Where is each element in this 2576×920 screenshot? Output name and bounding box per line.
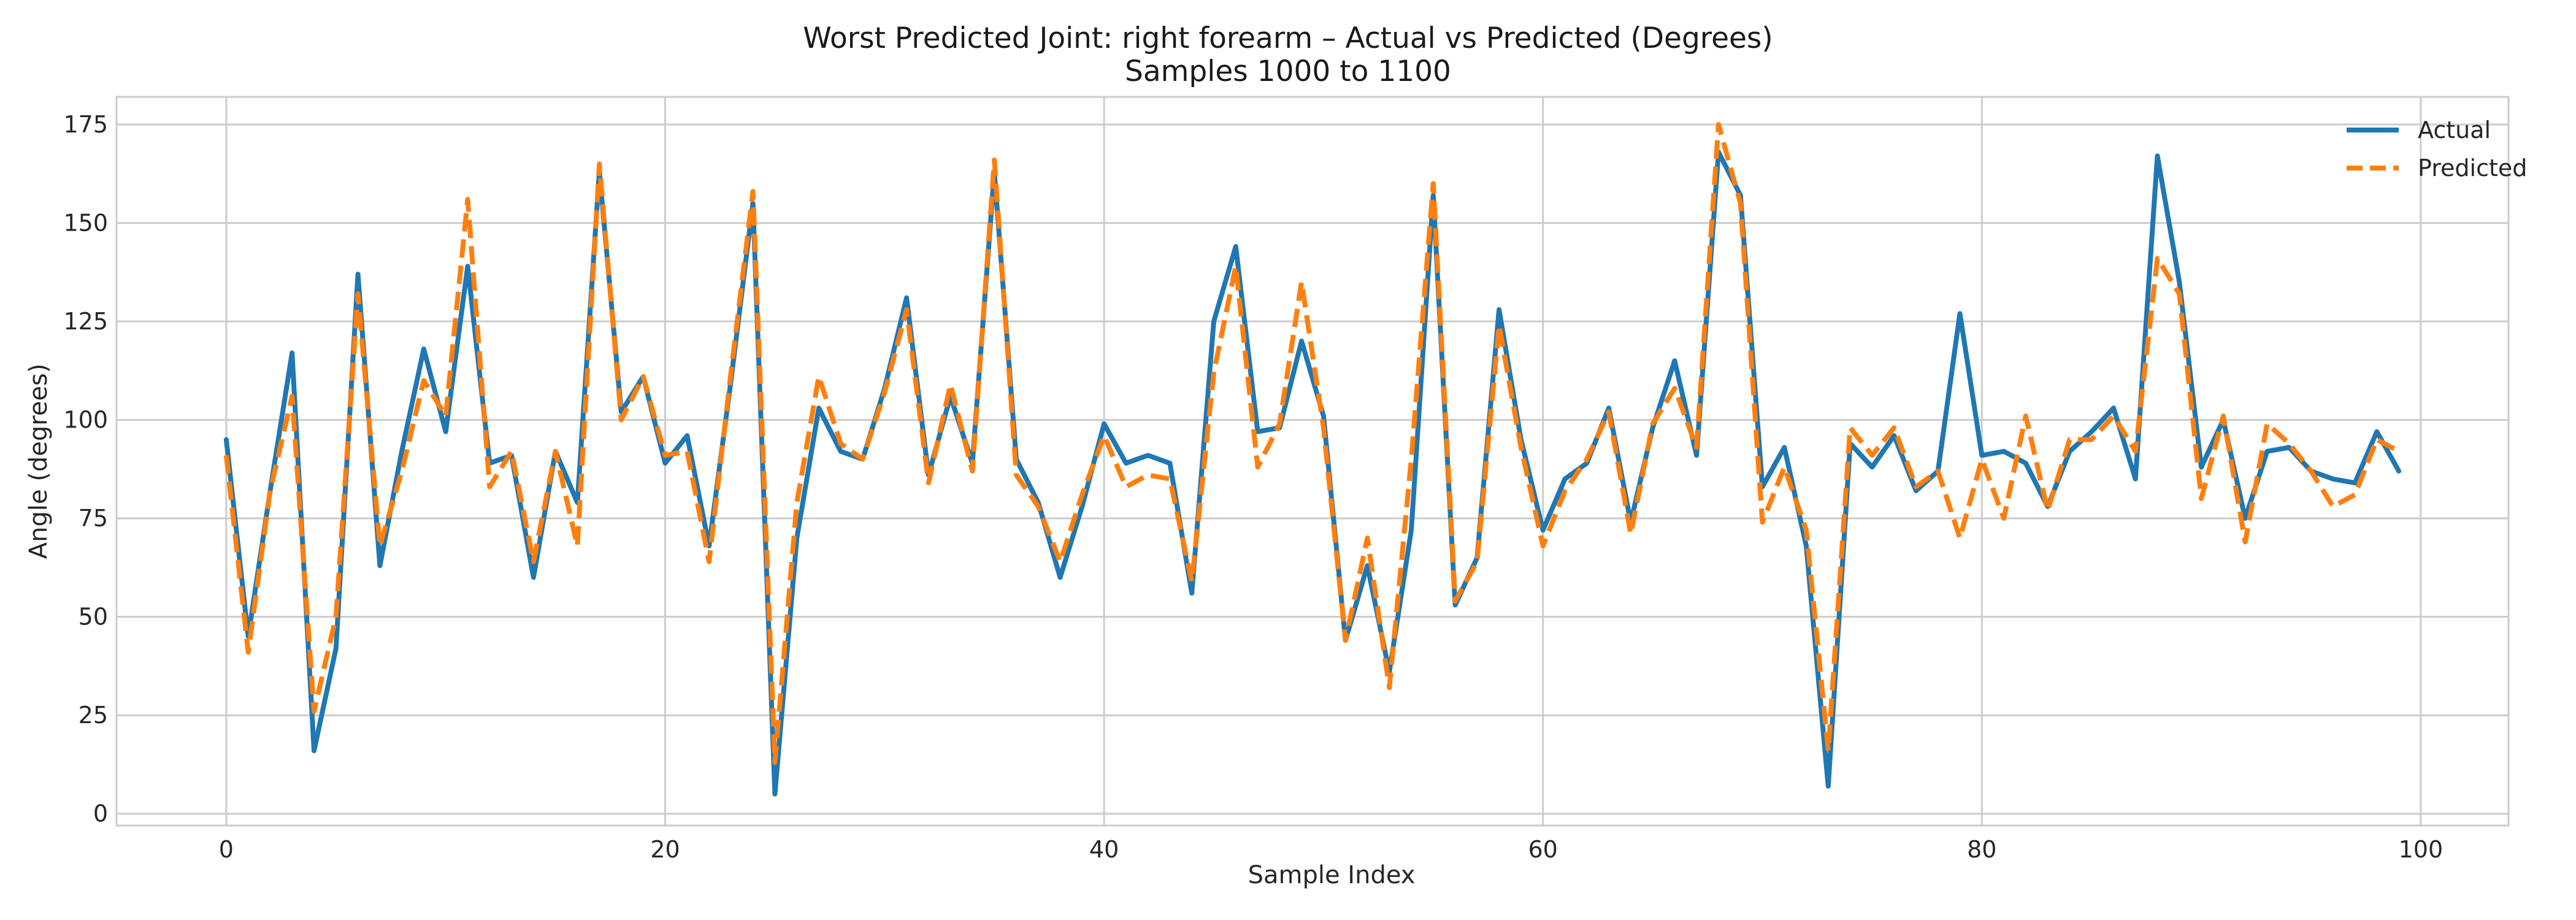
x-tick-label: 100 — [2399, 836, 2444, 863]
x-tick-label: 0 — [219, 836, 234, 863]
series-actual-line — [223, 149, 2402, 797]
legend-label-predicted: Predicted — [2418, 155, 2527, 182]
y-tick-label: 50 — [79, 604, 108, 631]
series-lines — [223, 122, 2402, 797]
chart-subtitle: Samples 1000 to 1100 — [1125, 55, 1451, 88]
x-tick-label: 80 — [1967, 836, 1996, 863]
y-tick-label: 150 — [63, 209, 108, 236]
x-tick-label: 20 — [650, 836, 680, 863]
plot-frame — [115, 96, 2510, 827]
y-tick-label: 25 — [79, 702, 108, 729]
y-tick-label: 75 — [79, 505, 108, 532]
legend-label-actual: Actual — [2418, 117, 2491, 144]
y-tick-label: 0 — [93, 800, 108, 827]
y-axis-label: Angle (degrees) — [25, 364, 53, 559]
grid-lines — [117, 97, 2509, 826]
y-tick-label: 125 — [63, 308, 108, 335]
x-tick-label: 60 — [1528, 836, 1558, 863]
legend: Actual Predicted — [2347, 117, 2527, 182]
x-tick-label: 40 — [1089, 836, 1119, 863]
y-tick-label: 175 — [63, 111, 108, 138]
x-axis-label: Sample Index — [1248, 861, 1416, 889]
tick-labels: 0 20 40 60 80 100 0 25 50 75 100 125 150 175 — [63, 111, 2443, 863]
series-predicted-line — [223, 122, 2400, 765]
chart-title: Worst Predicted Joint: right forearm – A… — [803, 21, 1773, 55]
y-tick-label: 100 — [63, 407, 108, 434]
